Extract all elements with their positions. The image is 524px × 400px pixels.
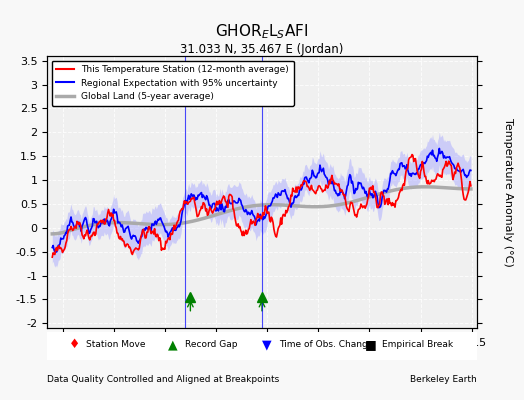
Y-axis label: Temperature Anomaly (°C): Temperature Anomaly (°C) [503,118,513,266]
Text: ▲: ▲ [168,338,177,351]
Text: Station Move: Station Move [86,340,145,349]
Text: ♦: ♦ [69,338,80,351]
Legend: This Temperature Station (12-month average), Regional Expectation with 95% uncer: This Temperature Station (12-month avera… [52,60,294,106]
Text: Berkeley Earth: Berkeley Earth [410,376,477,384]
Text: Empirical Break: Empirical Break [383,340,453,349]
Text: GHOR$_{E}$L$_{S}$AFI: GHOR$_{E}$L$_{S}$AFI [215,23,309,41]
Text: ▼: ▼ [262,338,271,351]
Text: Data Quality Controlled and Aligned at Breakpoints: Data Quality Controlled and Aligned at B… [47,376,279,384]
Text: ■: ■ [365,338,377,351]
Text: Time of Obs. Change: Time of Obs. Change [279,340,374,349]
Text: Record Gap: Record Gap [184,340,237,349]
Text: 31.033 N, 35.467 E (Jordan): 31.033 N, 35.467 E (Jordan) [180,44,344,56]
FancyBboxPatch shape [0,324,524,368]
